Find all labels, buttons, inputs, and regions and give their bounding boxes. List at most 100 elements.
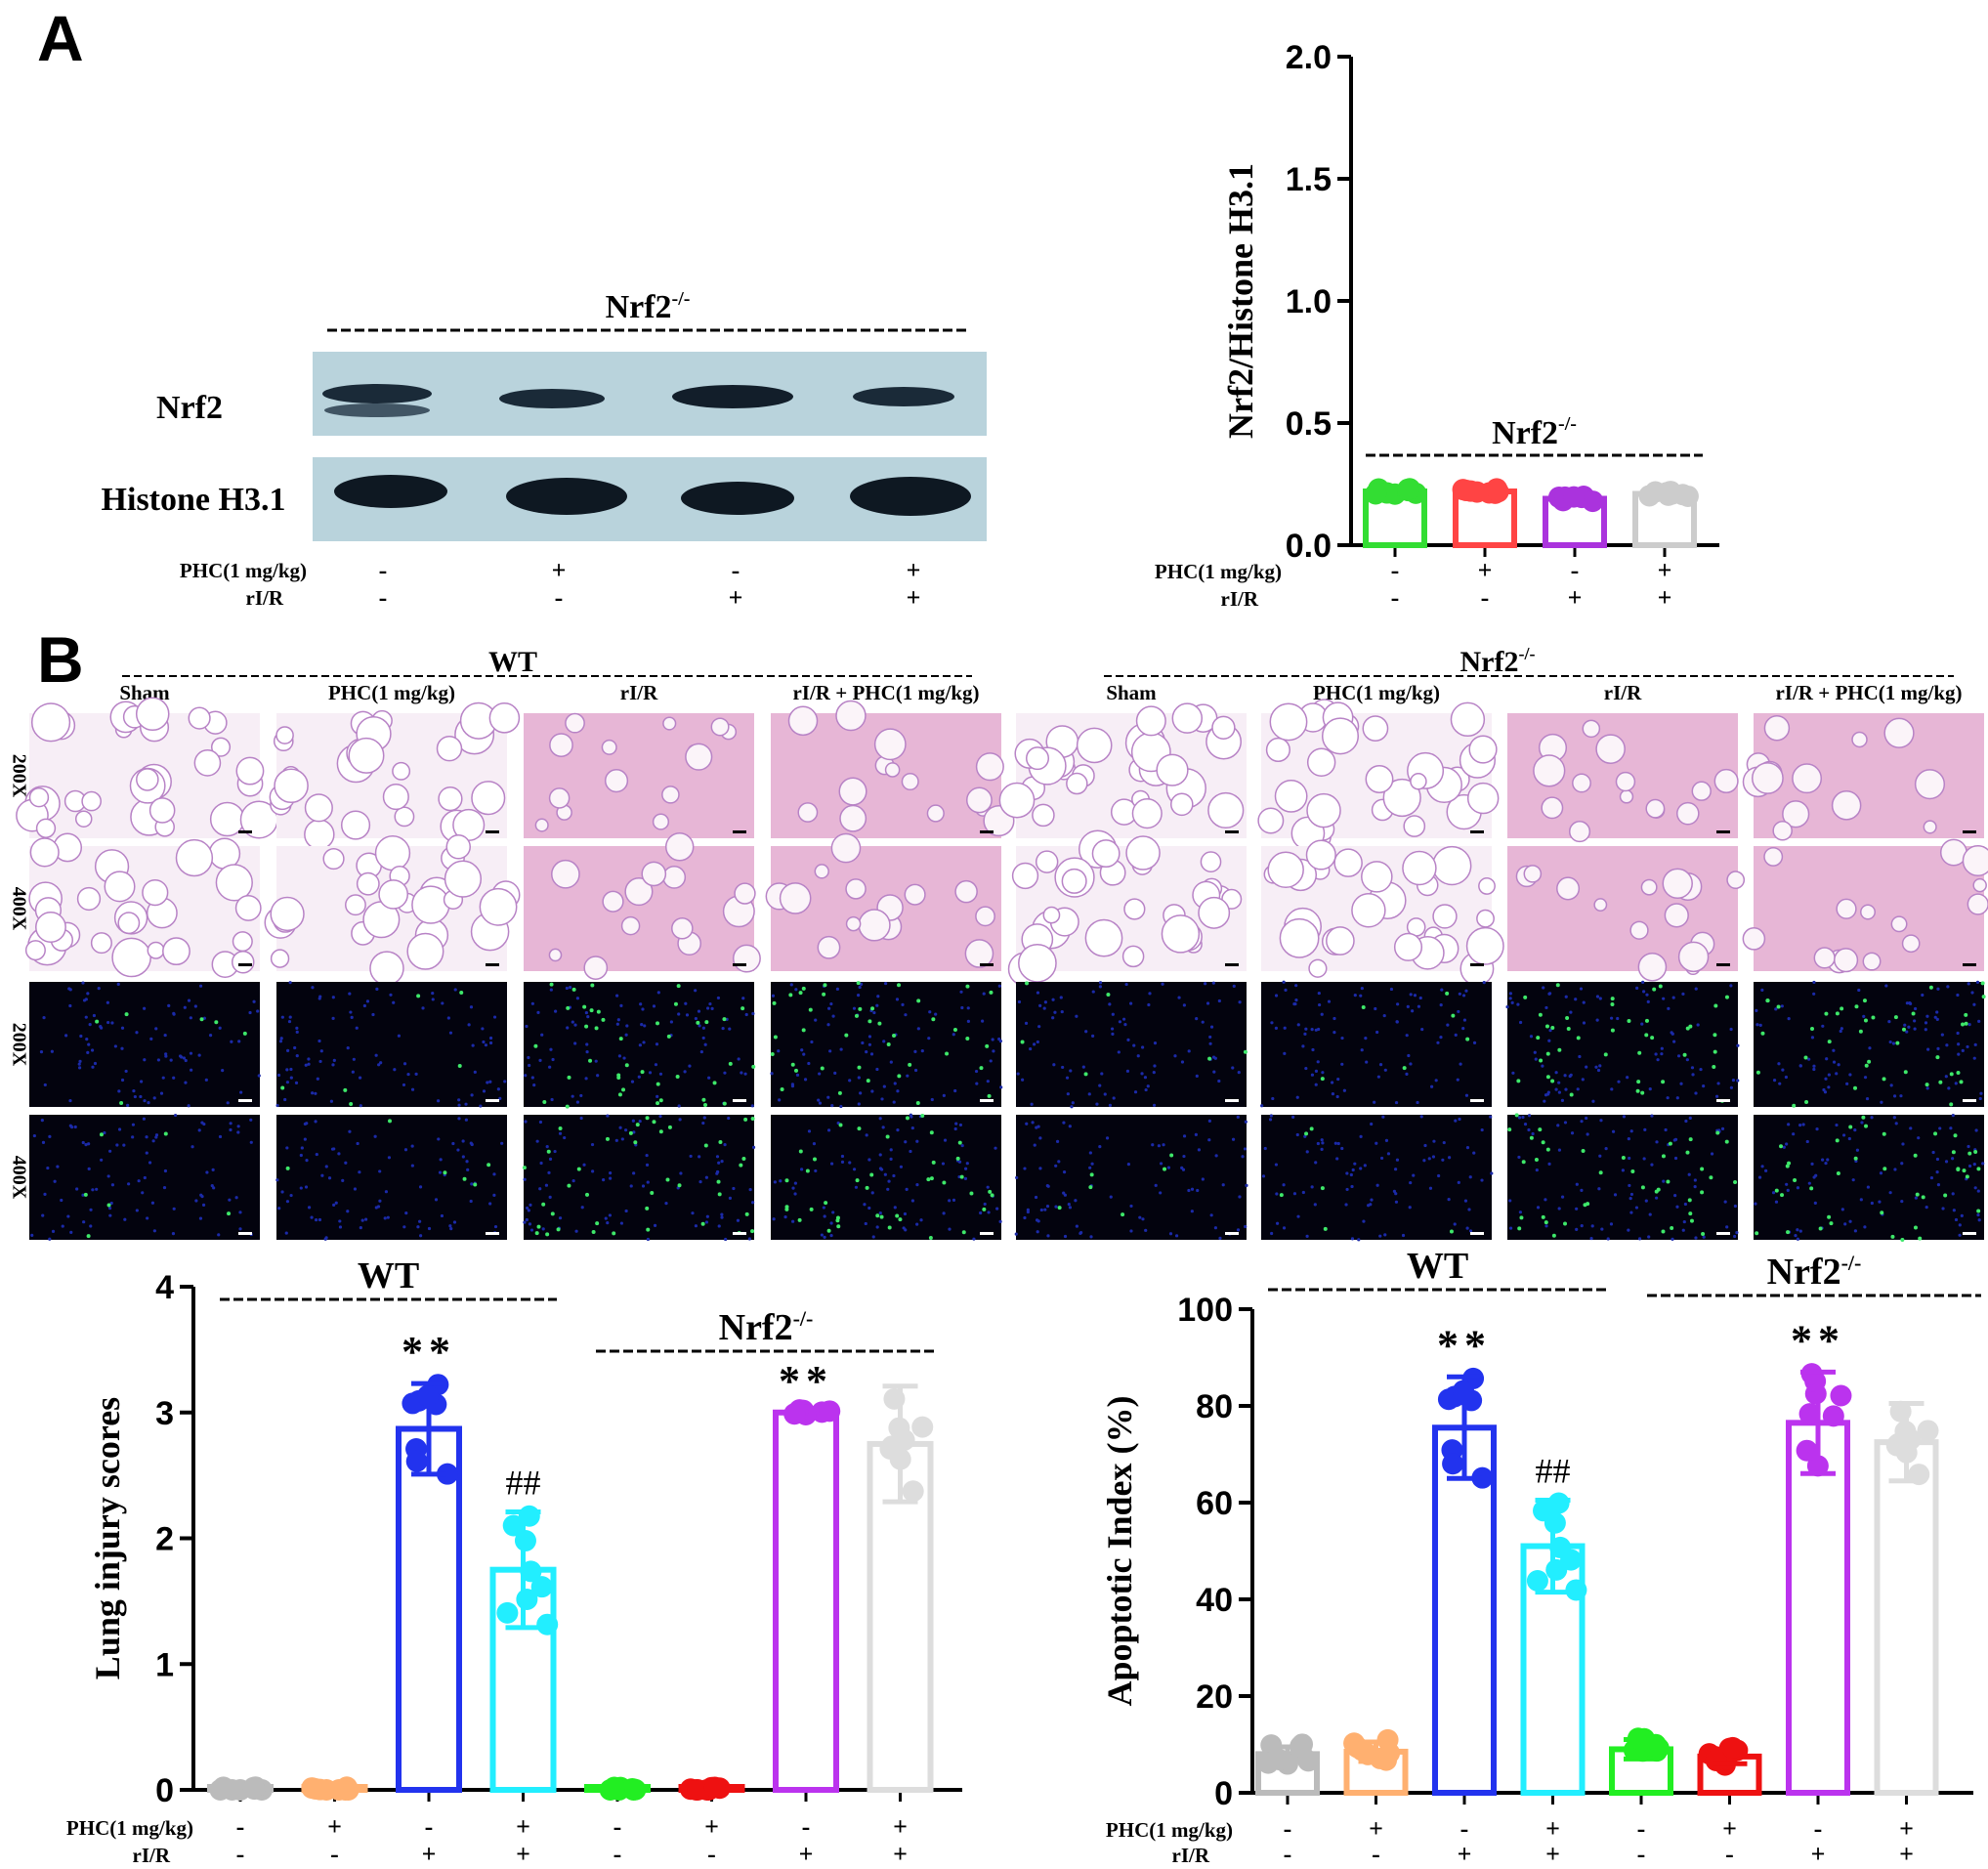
tunel-image	[1261, 1114, 1494, 1242]
data-point	[893, 1428, 915, 1451]
blot-row-label-histone: Histone H3.1	[102, 482, 286, 518]
data-point	[1562, 486, 1585, 508]
y-tick-label: 0	[1214, 1775, 1233, 1812]
significance-label: ##	[1536, 1452, 1571, 1491]
blot-row-label-nrf2: Nrf2	[156, 390, 223, 426]
data-point	[1798, 1403, 1821, 1425]
condition-rir: +	[1568, 583, 1583, 612]
he-stain-image	[765, 832, 1001, 971]
error-bar	[411, 1381, 446, 1477]
he-stain-image	[16, 697, 278, 839]
data-point	[436, 1463, 458, 1485]
y-tick-label: 100	[1177, 1292, 1233, 1329]
condition-phc: +	[516, 1812, 530, 1841]
he-stain-image	[524, 712, 754, 838]
condition-label-rir: rI/R	[133, 1844, 171, 1867]
y-axis-label: Nrf2/Histone H3.1	[1221, 163, 1260, 439]
group-label: Nrf2-/-	[1492, 413, 1577, 451]
tunel-image	[770, 981, 1003, 1109]
condition-phc: +	[1369, 1814, 1383, 1843]
data-point	[496, 1601, 519, 1624]
histology-row-label: 400X	[8, 1156, 29, 1200]
data-point	[902, 1480, 924, 1503]
y-tick-label: 1.0	[1286, 283, 1332, 320]
y-tick-label: 40	[1196, 1582, 1233, 1619]
he-stain-image	[1261, 839, 1504, 987]
condition-rir: +	[1811, 1840, 1826, 1868]
histology-row-label: 200X	[8, 1023, 29, 1067]
data-point	[536, 1613, 559, 1635]
tunel-image	[1754, 980, 1986, 1108]
condition-rir: -	[236, 1840, 245, 1868]
y-tick-label: 2	[155, 1521, 174, 1558]
condition-phc: -	[236, 1812, 245, 1841]
data-point	[1365, 483, 1387, 505]
data-point	[1487, 481, 1509, 503]
data-point	[687, 1779, 709, 1801]
he-stain-image	[524, 832, 761, 980]
condition-phc: -	[425, 1812, 434, 1841]
condition-rir: +	[893, 1840, 908, 1868]
condition-phc: +	[1478, 556, 1493, 584]
he-stain-image	[24, 832, 262, 978]
bar	[1874, 1439, 1939, 1796]
tunel-image	[524, 982, 756, 1109]
he-stain-image	[1742, 838, 1988, 974]
histology-grid: Sham PHC(1 mg/kg) rI/R rI/R + PHC(1 mg/kg) S…	[8, 681, 1988, 1242]
tunel-image	[771, 1113, 1002, 1241]
he-stain-image	[1742, 713, 1984, 841]
tunel-image	[1505, 980, 1740, 1107]
blot-cond-rir-2: -	[555, 583, 564, 612]
tunel-image	[1507, 1113, 1739, 1241]
data-point	[624, 1778, 647, 1801]
blot-image-histone	[313, 457, 987, 541]
data-point	[1676, 485, 1699, 507]
data-point	[337, 1779, 360, 1801]
y-tick-label: 0	[155, 1772, 174, 1809]
condition-rir: +	[1658, 583, 1672, 612]
condition-rir: +	[1545, 1840, 1560, 1868]
histology-row-label: 200X	[8, 754, 29, 798]
histology-column-label: rI/R + PHC(1 mg/kg)	[1775, 681, 1962, 704]
y-axis-label: Apoptotic Index (%)	[1100, 1395, 1139, 1706]
y-tick-label: 60	[1196, 1485, 1233, 1522]
data-point	[819, 1400, 841, 1423]
condition-rir: -	[1284, 1840, 1292, 1868]
tunel-image	[29, 1113, 260, 1241]
tunel-image	[1014, 1115, 1248, 1241]
significance-label: **	[402, 1328, 456, 1376]
y-tick-label: 20	[1196, 1678, 1233, 1716]
condition-phc: +	[1545, 1814, 1560, 1843]
error-bar	[1888, 1401, 1925, 1484]
condition-label-rir: rI/R	[1172, 1844, 1210, 1867]
condition-label-rir: rI/R	[1221, 587, 1259, 611]
condition-phc: +	[1899, 1814, 1914, 1843]
error-bar	[505, 1508, 541, 1631]
condition-rir: -	[1637, 1840, 1646, 1868]
group-label: WT	[1407, 1246, 1468, 1287]
blot-cond-label-rir: rI/R	[246, 586, 284, 610]
data-point	[1822, 1405, 1844, 1427]
he-stain-image	[1507, 846, 1746, 982]
tunel-image	[1260, 980, 1492, 1108]
bar	[773, 1409, 839, 1793]
error-bar	[1358, 1739, 1394, 1764]
blot-cond-phc-3: -	[732, 556, 740, 584]
group-label: Nrf2-/-	[719, 1306, 814, 1348]
data-point	[1442, 1453, 1464, 1475]
blot-cond-rir-4: +	[907, 583, 921, 612]
he-stain-image	[269, 701, 521, 850]
tunel-image	[1016, 981, 1248, 1109]
he-stain-image	[1507, 713, 1739, 843]
data-point	[783, 1403, 806, 1425]
histology-group-nrf2: Nrf2-/-	[1460, 644, 1536, 678]
blot-cond-label-phc: PHC(1 mg/kg)	[180, 559, 307, 582]
condition-rir: -	[707, 1840, 716, 1868]
condition-phc: +	[1722, 1814, 1737, 1843]
he-stain-image	[1007, 829, 1247, 987]
data-point	[242, 1776, 265, 1799]
blot-header: Nrf2-/-	[606, 288, 691, 325]
condition-phc: -	[1460, 1814, 1469, 1843]
